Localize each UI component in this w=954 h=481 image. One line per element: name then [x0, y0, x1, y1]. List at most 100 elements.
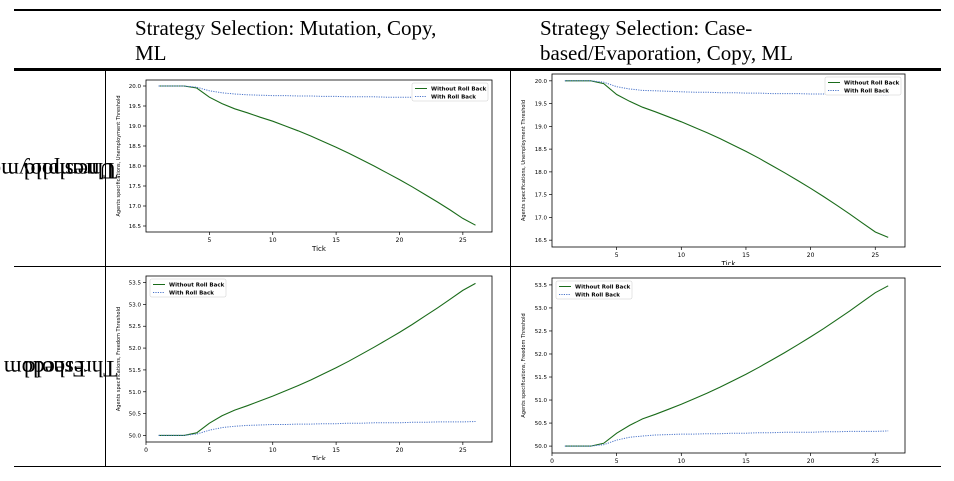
- table-bottom-rule: [14, 466, 941, 467]
- series-line-0: [158, 85, 476, 226]
- chart-unemployment-case-based: 5 10 15 20 25 16.5 17.0 17.5 18.0 18.5 19.0 19.5 20.…: [521, 73, 906, 265]
- x-tick-label: 25: [459, 447, 467, 454]
- y-tick-label: 19.0: [129, 124, 142, 130]
- y-axis-label: Agents specifications, Unemployment Thre…: [116, 96, 122, 217]
- x-tick-label: 20: [396, 237, 404, 244]
- y-tick-label: 52.5: [129, 324, 142, 330]
- y-tick-label: 17.5: [129, 184, 142, 190]
- x-axis-label: Tick: [311, 455, 327, 460]
- y-tick-label: 16.5: [535, 238, 548, 244]
- y-tick-label: 18.0: [129, 164, 142, 170]
- y-tick-label: 52.5: [535, 329, 548, 335]
- y-tick-label: 17.5: [535, 193, 548, 199]
- y-tick-label: 51.5: [129, 368, 142, 374]
- y-tick-label: 50.0: [535, 444, 548, 450]
- y-tick-label: 19.5: [535, 102, 548, 108]
- table-top-rule: [14, 9, 941, 11]
- y-tick-label: 51.0: [129, 390, 142, 396]
- y-tick-label: 18.5: [129, 144, 142, 150]
- x-tick-label: 5: [207, 447, 211, 454]
- plot-frame: [145, 79, 493, 233]
- y-tick-label: 17.0: [535, 215, 548, 221]
- y-axis-label: Agents specifications, Freedom Threshold: [116, 307, 122, 411]
- x-tick-label: 10: [677, 458, 685, 465]
- x-axis-label: Tick: [721, 260, 737, 265]
- x-tick-label: 20: [396, 447, 404, 454]
- x-axis-label: Tick: [311, 245, 327, 253]
- x-tick-label: 5: [207, 237, 211, 244]
- legend-label: Without Roll Back: [844, 81, 900, 87]
- y-tick-label: 19.0: [535, 124, 548, 130]
- y-tick-label: 53.5: [129, 281, 142, 287]
- row-header-line: Threshold: [24, 356, 118, 381]
- legend-box: [149, 278, 227, 298]
- plot-frame: [551, 73, 906, 248]
- y-axis-label: Agents specifications, Freedom Threshold: [521, 313, 527, 417]
- x-tick-label: 10: [269, 447, 277, 454]
- y-tick-label: 53.0: [129, 302, 142, 308]
- y-tick-label: 20.0: [129, 84, 142, 90]
- x-tick-label: 10: [677, 252, 685, 259]
- legend-label: Without Roll Back: [169, 283, 225, 289]
- legend-label: Without Roll Back: [431, 87, 487, 93]
- x-tick-label: 20: [807, 458, 815, 465]
- row-header-freedom: Freedom Threshold: [4, 268, 118, 468]
- plot-frame: [145, 275, 493, 443]
- x-tick-label: 5: [615, 252, 619, 259]
- legend-label: With Roll Back: [431, 95, 476, 101]
- y-tick-label: 52.0: [129, 346, 142, 352]
- series-line-0: [158, 282, 476, 436]
- y-tick-label: 19.5: [129, 104, 142, 110]
- y-tick-label: 50.5: [129, 412, 142, 418]
- x-tick-label: 15: [332, 447, 340, 454]
- x-tick-label: 25: [871, 252, 879, 259]
- y-tick-label: 50.5: [535, 421, 548, 427]
- row-divider-rule: [14, 266, 941, 267]
- y-tick-label: 50.0: [129, 433, 142, 439]
- x-tick-label: 0: [144, 447, 148, 454]
- column-divider: [510, 71, 511, 467]
- column-header-line: Strategy Selection: Mutation, Copy,: [135, 16, 437, 40]
- column-header-mutation: Strategy Selection: Mutation, Copy, ML: [135, 16, 505, 66]
- chart-unemployment-mutation: 5 10 15 20 25 16.5 17.0 17.5 18.0 18.5 19.0 19.5 20.…: [116, 79, 493, 253]
- legend-label: With Roll Back: [169, 291, 214, 297]
- legend-box: [411, 82, 489, 102]
- series-line-0: [564, 80, 889, 238]
- y-tick-label: 53.5: [535, 283, 548, 289]
- column-header-line: ML: [135, 41, 167, 65]
- y-tick-label: 16.5: [129, 224, 142, 230]
- legend-label: Without Roll Back: [575, 285, 631, 291]
- column-header-line: Strategy Selection: Case-: [540, 16, 753, 40]
- legend-label: With Roll Back: [844, 89, 889, 95]
- x-tick-label: 20: [807, 252, 815, 259]
- legend-label: With Roll Back: [575, 293, 620, 299]
- legend-box: [555, 280, 633, 300]
- series-line-1: [158, 421, 476, 436]
- y-tick-label: 20.0: [535, 79, 548, 85]
- y-tick-label: 17.0: [129, 204, 142, 210]
- y-tick-label: 52.0: [535, 352, 548, 358]
- x-tick-label: 15: [332, 237, 340, 244]
- x-tick-label: 25: [871, 458, 879, 465]
- column-header-line: based/Evaporation, Copy, ML: [540, 41, 793, 65]
- y-tick-label: 18.0: [535, 170, 548, 176]
- y-tick-label: 18.5: [535, 147, 548, 153]
- y-tick-label: 51.0: [535, 398, 548, 404]
- x-tick-label: 0: [550, 458, 554, 465]
- x-tick-label: 25: [459, 237, 467, 244]
- x-tick-label: 15: [742, 458, 750, 465]
- chart-freedom-mutation: 0 5 10 15 20 25 50.0 50.5 51.0 51.5 52.0 52.5 53.0 53…: [116, 275, 493, 460]
- series-line-0: [564, 285, 889, 447]
- x-tick-label: 5: [615, 458, 619, 465]
- y-axis-label: Agents specifications, Unemployment Thre…: [521, 100, 527, 221]
- x-tick-label: 10: [269, 237, 277, 244]
- plot-frame: [551, 277, 906, 454]
- header-bottom-rule: [14, 68, 941, 71]
- y-tick-label: 51.5: [535, 375, 548, 381]
- row-header-divider: [105, 71, 106, 467]
- x-tick-label: 15: [742, 252, 750, 259]
- y-tick-label: 53.0: [535, 306, 548, 312]
- legend-box: [824, 76, 902, 96]
